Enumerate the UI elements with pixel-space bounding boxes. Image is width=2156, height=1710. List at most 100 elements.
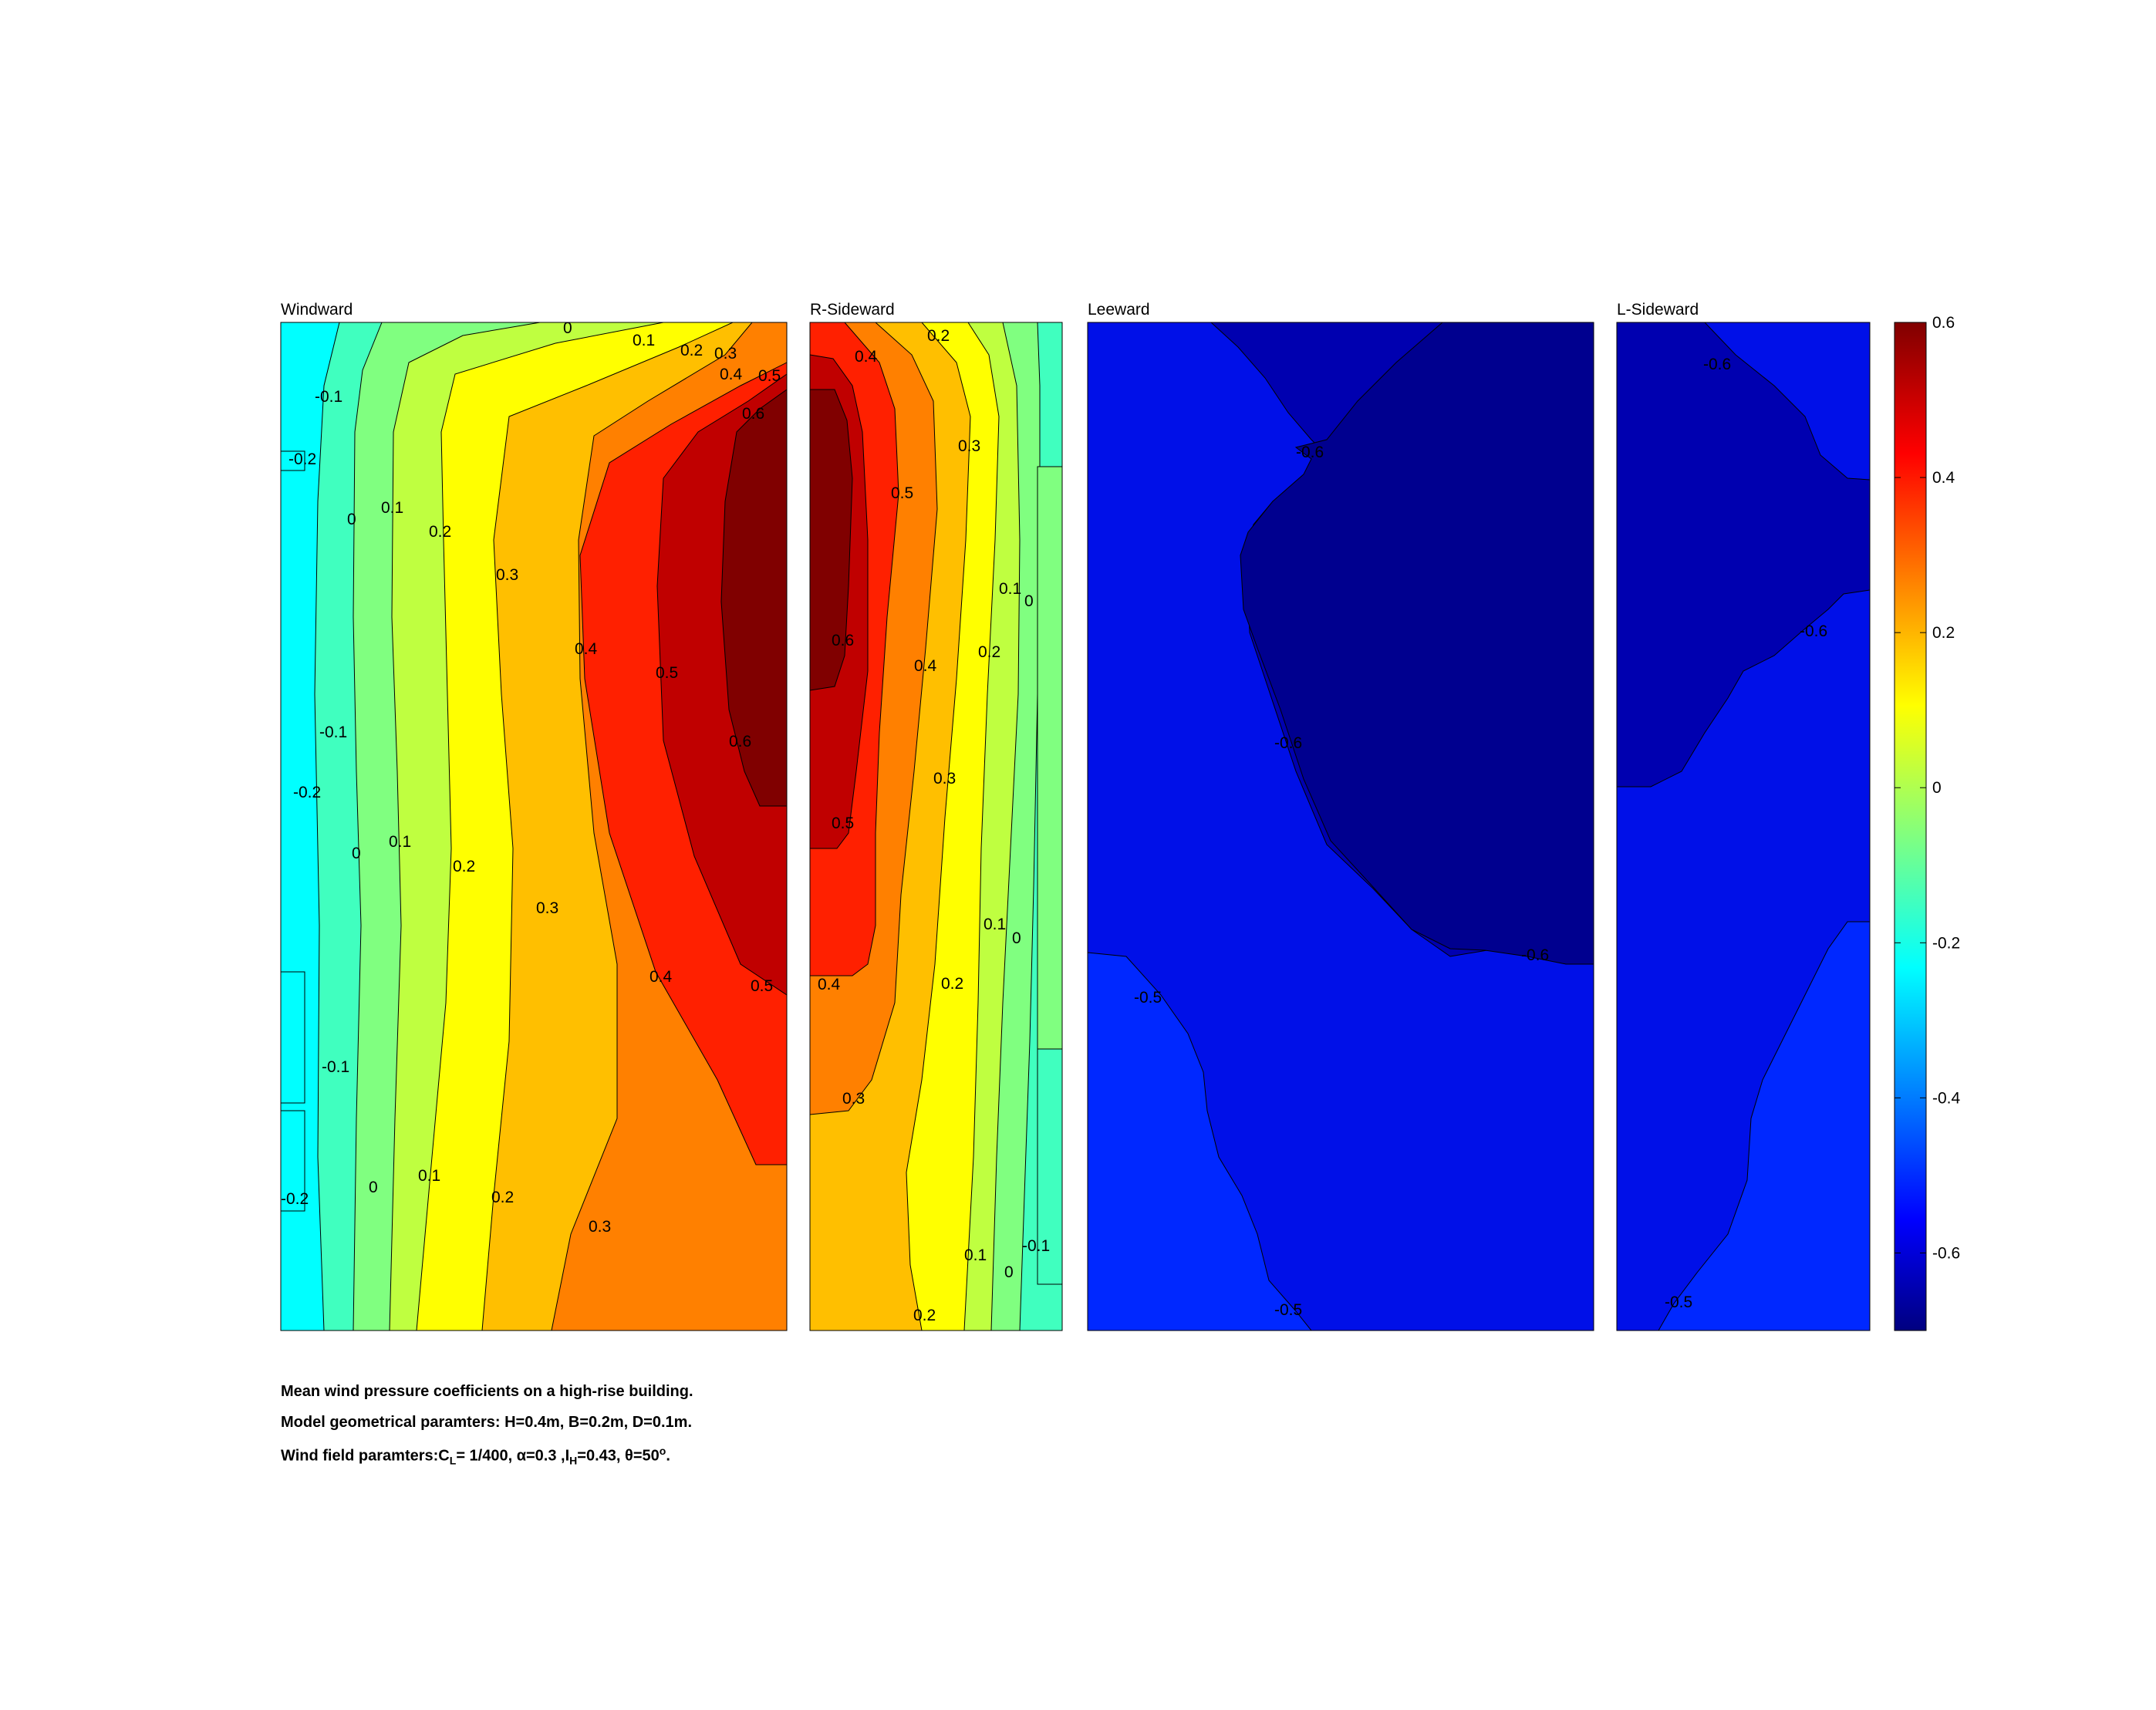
colorbar: 0.6 0.4 0.2 0 -0.2 -0.4 -0.6 <box>1894 314 1961 1331</box>
contour-label: 0.6 <box>729 733 751 750</box>
band-r-sideward-peak <box>810 389 853 691</box>
panel-title-windward: Windward <box>281 301 353 319</box>
contour-label: 0.1 <box>964 1246 987 1264</box>
contour-label: 0.5 <box>891 484 913 502</box>
panel-frame-windward <box>280 322 788 1331</box>
panel-frame-l-sideward <box>1616 322 1871 1331</box>
contour-label: 0.5 <box>656 664 678 682</box>
contour-label: 0.3 <box>933 770 956 788</box>
panel-frame-leeward <box>1087 322 1594 1331</box>
contour-label: 0.2 <box>429 523 451 541</box>
colorbar-tick-label: 0.4 <box>1932 469 1955 487</box>
contour-label: 0 <box>1012 929 1021 947</box>
contour-label: 0.2 <box>941 975 963 993</box>
band-windward-peak <box>720 389 787 807</box>
colorbar-tick-label: 0 <box>1932 779 1942 797</box>
panel-windward: Windward 0 0.1 0.2 0.3 0.4 0.5 0.6 - <box>280 301 788 1331</box>
contour-label: 0.2 <box>927 327 950 345</box>
contour-label: 0.1 <box>984 916 1006 933</box>
band-l-sideward-minus-0.6 <box>1617 322 1870 788</box>
colorbar-tick-label: -0.2 <box>1932 934 1960 952</box>
contour-label: 0.3 <box>714 345 737 363</box>
contour-label: -0.6 <box>1521 946 1549 964</box>
contour-label: 0.3 <box>842 1090 865 1108</box>
contour-label: -0.1 <box>319 723 347 741</box>
contour-label: -0.5 <box>1274 1301 1302 1319</box>
contour-label: 0.2 <box>453 858 475 875</box>
notch-windward-2 <box>281 971 305 1104</box>
band-l-sideward-lower-right <box>1658 921 1870 1331</box>
contour-label: -0.6 <box>1296 444 1324 461</box>
contour-label: 0.2 <box>680 342 703 359</box>
contour-label: 0.4 <box>818 976 841 993</box>
caption-line-1: Mean wind pressure coefficients on a hig… <box>281 1383 693 1400</box>
band-leeward-lower-left <box>1088 952 1312 1331</box>
contour-label: 0.1 <box>381 499 403 517</box>
contour-label: -0.1 <box>322 1058 349 1076</box>
contour-label: 0 <box>347 511 356 528</box>
contour-label: 0.3 <box>958 437 980 455</box>
panel-title-leeward: Leeward <box>1088 301 1150 319</box>
caption-sup-o: o <box>659 1445 666 1457</box>
contour-label: -0.1 <box>315 388 342 406</box>
contour-labels-r-sideward: 0.4 0.2 0.3 0.5 0.1 0 0.6 0.4 0.2 0.3 0.… <box>818 327 1050 1324</box>
contour-labels-windward: 0 0.1 0.2 0.3 0.4 0.5 0.6 -0.1 -0.2 0 0.… <box>281 319 781 1236</box>
contour-label: 0 <box>1004 1263 1014 1281</box>
contour-label: 0.5 <box>751 977 773 995</box>
contour-label: 0.5 <box>832 815 854 832</box>
caption-sub-l: L <box>449 1454 457 1467</box>
colorbar-tick-label: 0.6 <box>1932 314 1955 332</box>
contour-label: 0 <box>1024 592 1034 610</box>
panel-r-sideward: R-Sideward 0.4 0.2 0.3 0.5 0.1 0 0.6 0.4… <box>809 301 1063 1331</box>
notch-r-sideward-2 <box>1037 1048 1062 1285</box>
notch-r-sideward-1 <box>1037 466 1062 1050</box>
contour-label: 0.4 <box>575 640 598 658</box>
panel-title-l-sideward: L-Sideward <box>1617 301 1699 319</box>
panel-title-r-sideward: R-Sideward <box>810 301 895 319</box>
contour-label: 0 <box>563 319 572 337</box>
contour-label: 0.4 <box>914 657 937 675</box>
notch-windward-1 <box>281 450 305 471</box>
colorbar-tick-label: -0.4 <box>1932 1089 1961 1107</box>
contour-label: -0.2 <box>293 784 321 801</box>
contour-label: 0.4 <box>855 348 878 366</box>
contour-label: 0.5 <box>758 367 781 385</box>
contour-label: 0.3 <box>496 566 518 584</box>
contour-label: -0.1 <box>1022 1237 1050 1255</box>
contour-label: 0.1 <box>418 1167 440 1185</box>
panel-leeward: Leeward -0.6 -0.6 -0.6 -0.5 -0.5 <box>1087 301 1594 1331</box>
contour-labels-leeward: -0.6 -0.6 -0.6 -0.5 -0.5 <box>1134 444 1549 1319</box>
band-leeward-minus-0.6-core <box>1240 322 1594 965</box>
caption-line-3-prefix: Wind field paramters:C <box>281 1447 450 1465</box>
contour-label: -0.5 <box>1134 989 1162 1007</box>
contour-label: 0.3 <box>589 1218 611 1236</box>
contour-label: 0 <box>352 845 361 862</box>
contour-label: 0.6 <box>742 405 764 423</box>
contour-label: -0.5 <box>1665 1293 1692 1311</box>
notch-windward-3 <box>281 1110 305 1212</box>
contour-label: 0.1 <box>633 332 655 349</box>
caption-line-3: Wind field paramters:CL= 1/400, α=0.3 ,I… <box>281 1445 670 1467</box>
caption-line-3-mid1: = 1/400, α=0.3 ,I <box>456 1447 570 1465</box>
colorbar-gradient <box>1894 322 1927 1331</box>
contour-labels-l-sideward: -0.6 -0.6 -0.5 <box>1665 356 1827 1311</box>
contour-label: 0 <box>369 1179 378 1196</box>
caption-sub-h: H <box>569 1454 578 1467</box>
contour-label: -0.6 <box>1800 622 1827 640</box>
contour-label: 0.2 <box>978 643 1000 661</box>
caption-line-3-mid2: =0.43, θ=50 <box>577 1447 660 1465</box>
contour-label: -0.6 <box>1274 734 1302 752</box>
contour-label: 0.2 <box>491 1189 514 1206</box>
panel-frame-r-sideward <box>809 322 1063 1331</box>
colorbar-ticks: 0.6 0.4 0.2 0 -0.2 -0.4 -0.6 <box>1895 314 1961 1262</box>
contour-label: -0.6 <box>1703 356 1731 373</box>
colorbar-tick-label: -0.6 <box>1932 1244 1960 1262</box>
contour-label: 0.1 <box>999 580 1021 598</box>
contour-label: 0.6 <box>832 632 854 649</box>
panel-l-sideward: L-Sideward -0.6 -0.6 -0.5 <box>1616 301 1871 1331</box>
contour-label: -0.2 <box>288 450 316 468</box>
caption-line-3-end: . <box>666 1447 670 1465</box>
contour-label: 0.2 <box>913 1307 936 1324</box>
contour-label: -0.2 <box>281 1190 309 1208</box>
